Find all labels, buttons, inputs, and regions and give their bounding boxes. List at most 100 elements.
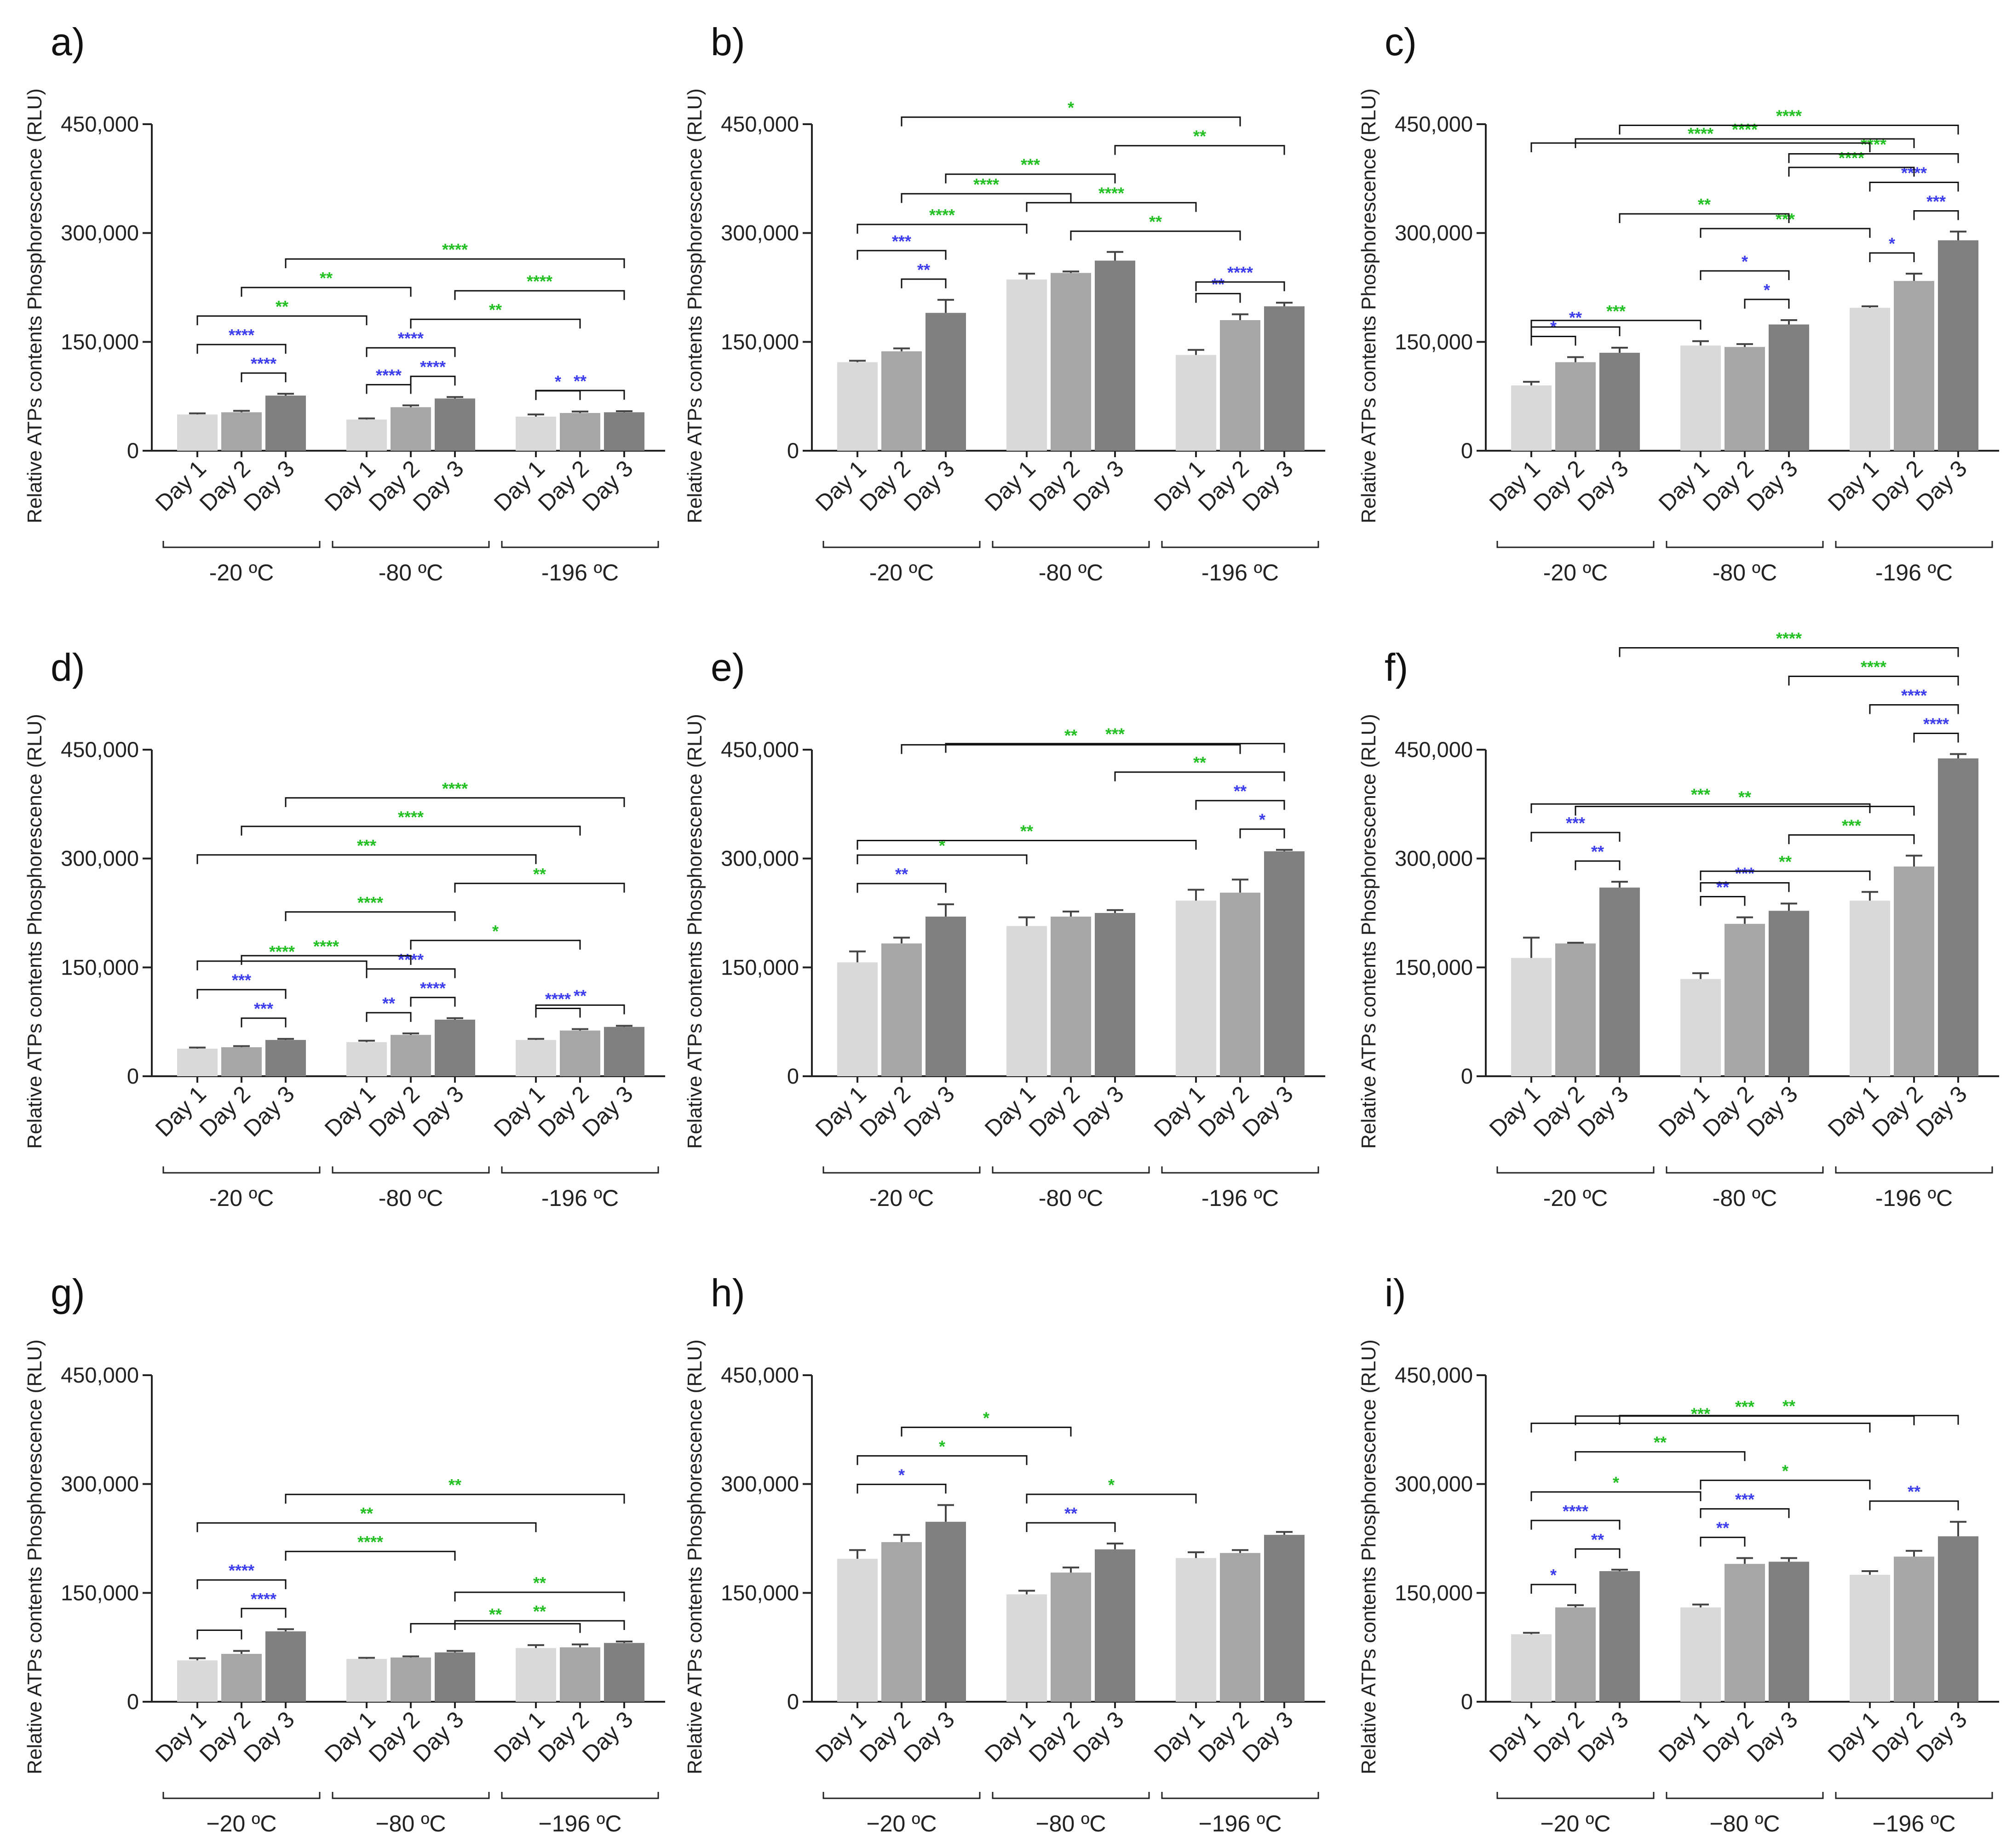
x-tick-label: Day 2 (195, 1081, 255, 1142)
x-tick-label: Day 2 (533, 455, 594, 516)
significance-label: **** (1732, 120, 1758, 139)
significance-bracket (366, 968, 456, 978)
y-tick-label: 450,000 (61, 112, 139, 136)
bar (1095, 913, 1135, 1076)
panel-letter: f) (1385, 646, 1408, 689)
significance-bracket (857, 854, 1028, 865)
significance-bracket (454, 290, 625, 300)
bar (1850, 1574, 1890, 1702)
significance-label: ** (1698, 195, 1711, 214)
group-bracket (1161, 1792, 1319, 1799)
bar (265, 1631, 306, 1702)
chart-panel-c: c) Relative ATPs contents Phosphorescence… (1357, 20, 1999, 585)
bar (1938, 240, 1978, 451)
significance-bracket (241, 1607, 287, 1618)
x-tick-label: Day 3 (577, 1081, 638, 1142)
significance-bracket (285, 258, 625, 269)
x-tick-label: Day 3 (899, 455, 960, 516)
significance-bracket (1195, 293, 1241, 303)
significance-label: **** (251, 1590, 276, 1608)
significance-bracket (1619, 213, 1790, 223)
significance-label: * (1764, 281, 1770, 299)
significance-label: ** (533, 865, 546, 884)
significance-bracket (1530, 1491, 1702, 1501)
y-axis-label: Relative ATPs contents Phosphorescence (… (1357, 1339, 1380, 1774)
group-label: -20 ºC (1543, 1185, 1608, 1211)
significance-bracket (1575, 1548, 1621, 1558)
bar (1769, 324, 1809, 451)
bar (265, 1040, 306, 1076)
bar (1894, 1556, 1934, 1702)
group-label: −20 ºC (866, 1811, 937, 1837)
x-tick-label: Day 2 (1698, 455, 1759, 516)
x-tick-label: Day 3 (899, 1706, 960, 1767)
bar (1938, 1536, 1978, 1702)
significance-label: *** (1566, 814, 1585, 832)
group-bracket (501, 541, 659, 548)
x-tick-label: Day 1 (1484, 455, 1545, 516)
x-tick-label: Day 2 (364, 1706, 425, 1767)
x-tick-label: Day 1 (150, 455, 211, 516)
x-tick-label: Day 2 (1193, 455, 1254, 516)
group-label: −196 ºC (1199, 1811, 1282, 1837)
group-bracket (822, 1166, 981, 1174)
x-tick-label: Day 2 (364, 455, 425, 516)
significance-label: * (1259, 810, 1265, 829)
significance-bracket (1575, 860, 1621, 871)
significance-label: * (1782, 1462, 1788, 1481)
x-tick-label: Day 3 (1573, 1706, 1633, 1767)
y-tick-label: 300,000 (721, 1472, 799, 1496)
significance-label: *** (1776, 210, 1795, 229)
bar (1599, 1571, 1640, 1702)
significance-label: **** (1776, 107, 1802, 126)
x-tick-label: Day 2 (1867, 1706, 1928, 1767)
bar (1894, 867, 1934, 1076)
bar (1264, 851, 1305, 1076)
significance-bracket (410, 1623, 581, 1633)
significance-label: ** (448, 1475, 461, 1494)
significance-label: **** (1688, 124, 1713, 143)
group-label: -196 ºC (1201, 560, 1279, 585)
x-tick-label: Day 3 (577, 455, 638, 516)
bar (177, 414, 218, 451)
significance-label: * (555, 372, 561, 391)
group-label: -80 ºC (1713, 560, 1777, 585)
significance-label: **** (398, 329, 424, 348)
panel-letter: g) (51, 1271, 85, 1314)
significance-label: * (939, 836, 945, 855)
x-tick-label: Day 1 (1484, 1706, 1545, 1767)
x-tick-label: Day 3 (1573, 1081, 1633, 1142)
group-label: −196 ºC (539, 1811, 622, 1837)
bar (1680, 979, 1721, 1076)
significance-bracket (1530, 803, 1871, 814)
x-tick-label: Day 2 (364, 1081, 425, 1142)
x-tick-label: Day 3 (408, 1081, 469, 1142)
x-tick-label: Day 2 (1698, 1081, 1759, 1142)
significance-bracket (1788, 834, 1915, 844)
x-tick-label: Day 1 (980, 1706, 1040, 1767)
y-tick-label: 0 (127, 1689, 139, 1714)
significance-label: ** (1716, 878, 1729, 896)
group-label: -20 ºC (869, 1185, 934, 1211)
bar (1680, 1607, 1721, 1702)
significance-label: * (492, 922, 499, 941)
significance-bracket (285, 1550, 456, 1561)
chart-panel-e: e) Relative ATPs contents Phosphorescence… (684, 646, 1325, 1211)
significance-label: **** (1923, 714, 1949, 733)
significance-label: *** (892, 232, 911, 251)
significance-bracket (196, 1630, 242, 1640)
significance-bracket (366, 384, 412, 394)
group-label: -196 ºC (541, 560, 619, 585)
significance-bracket (285, 797, 625, 807)
bar (346, 1659, 387, 1702)
y-tick-label: 150,000 (1395, 955, 1473, 979)
bar (346, 419, 387, 451)
significance-bracket (945, 173, 1116, 184)
bar (1176, 1558, 1216, 1702)
significance-label: *** (1735, 1490, 1754, 1509)
x-tick-label: Day 1 (320, 455, 380, 516)
bar (881, 1542, 922, 1702)
significance-label: **** (442, 240, 468, 259)
x-tick-label: Day 1 (320, 1081, 380, 1142)
x-tick-label: Day 2 (1193, 1081, 1254, 1142)
